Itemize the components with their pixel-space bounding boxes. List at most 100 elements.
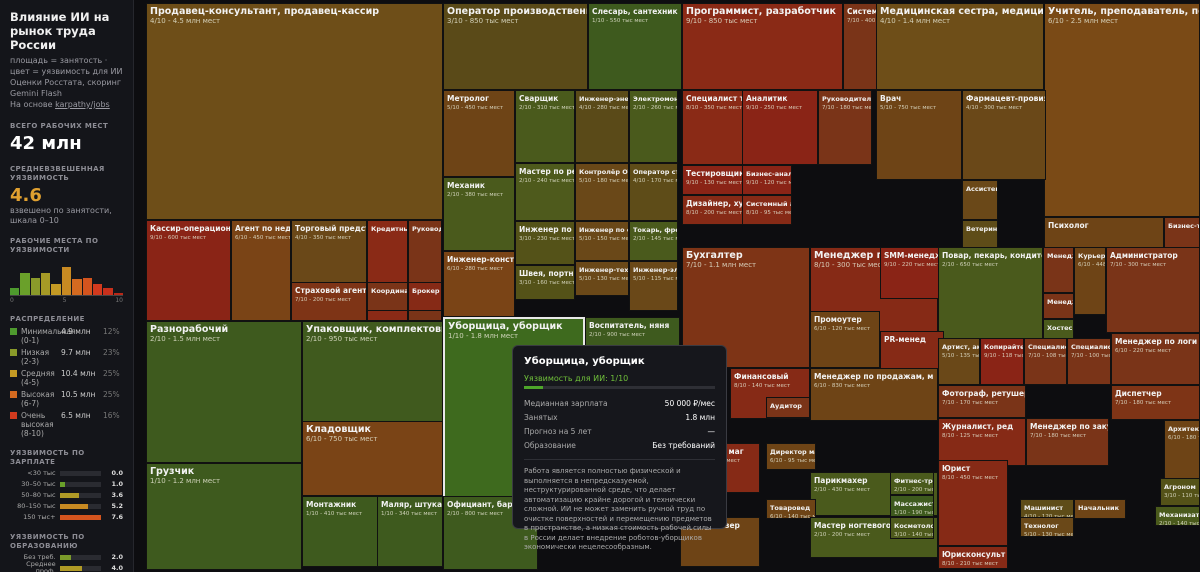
treemap-cell-subtitle: 8/10 - 95 тыс мест xyxy=(746,210,792,216)
treemap-cell[interactable]: Аналитик 9/10 - 250 тыс мест xyxy=(742,90,818,165)
treemap-cell[interactable]: Кладовщик 6/10 - 750 тыс мест xyxy=(302,421,443,496)
treemap-cell[interactable]: Специалист 7/10 - 108 тыс мест xyxy=(1024,338,1067,385)
treemap-cell-title: Кладовщик xyxy=(306,424,371,435)
treemap-cell[interactable]: Фармацевт-провизор 4/10 - 300 тыс мест xyxy=(962,90,1046,180)
treemap-cell[interactable]: Бухгалтер 7/10 - 1.1 млн мест xyxy=(682,247,810,368)
treemap-cell-title: Ассистент xyxy=(966,185,997,193)
weighted-score-value: 4.6 xyxy=(10,184,42,206)
treemap-cell-title: Продавец-консультант, продавец-кассир xyxy=(150,6,380,17)
treemap-cell[interactable]: Промоутер 6/10 - 120 тыс мест xyxy=(810,311,880,368)
treemap-cell[interactable]: Юрисконсульт 8/10 - 210 тыс мест xyxy=(938,546,1008,569)
treemap-cell[interactable]: Продавец-консультант, продавец-кассир 4/1… xyxy=(146,3,443,220)
treemap-cell[interactable]: Менеджер xyxy=(1043,247,1074,293)
treemap-cell[interactable]: Менеджер xyxy=(1043,293,1074,319)
distribution-label: Средняя (4-5) xyxy=(21,368,55,387)
treemap-cell[interactable]: Программист, разработчик 9/10 - 850 тыс м… xyxy=(682,3,843,90)
treemap-cell[interactable]: Артист, актер 5/10 - 135 тыс мест xyxy=(938,338,980,385)
treemap-cell[interactable]: Инженер-конструк 6/10 - 280 тыс мест xyxy=(443,251,515,317)
treemap-cell-title: Машинист xyxy=(1024,504,1063,512)
treemap-cell[interactable]: Инженер-энергет 4/10 - 280 тыс мест xyxy=(575,90,629,163)
treemap-cell[interactable]: Инженер-элек 5/10 - 115 тыс мест xyxy=(629,261,678,311)
treemap-cell-title: Менеджер по логи xyxy=(1115,337,1198,346)
treemap-cell[interactable]: Ассистент xyxy=(962,180,998,220)
treemap-cell[interactable]: Менеджер по закуп 7/10 - 180 тыс мест xyxy=(1026,418,1109,466)
treemap-cell[interactable]: Агент по недвижим 6/10 - 450 тыс мест xyxy=(231,220,291,321)
treemap-cell-subtitle: 6/10 - 220 тыс мест xyxy=(1115,348,1172,354)
treemap-cell[interactable]: Машинист4/10 - 120 тыс мест xyxy=(1020,499,1074,519)
treemap-cell[interactable]: Архитектор 6/10 - 180 тыс мест xyxy=(1164,420,1200,480)
treemap-cell[interactable]: SMM-менеджер, ко 9/10 - 220 тыс мест xyxy=(880,247,944,299)
treemap-cell[interactable]: Журналист, ред 8/10 - 125 тыс мест xyxy=(938,418,1026,466)
treemap-cell[interactable]: Агроном 3/10 - 110 тыс мест xyxy=(1160,478,1200,506)
treemap-cell[interactable]: Мастер по ремонту 2/10 - 240 тыс мест xyxy=(515,163,575,221)
treemap-cell[interactable]: Оператор производственной линии3/10 - 85… xyxy=(443,3,588,90)
treemap-cell[interactable]: Руководитель про 7/10 - 180 тыс мест xyxy=(818,90,872,165)
treemap-cell[interactable]: Менеджер по логи 6/10 - 220 тыс мест xyxy=(1111,333,1200,385)
treemap-cell[interactable]: Массажист 1/10 - 190 тыс мест xyxy=(890,495,934,517)
treemap-cell[interactable]: Курьер 6/10 - 448 тыс мест xyxy=(1074,247,1106,315)
treemap-cell[interactable]: Механик 2/10 - 380 тыс мест xyxy=(443,177,515,251)
treemap-cell[interactable]: Дизайнер, художн 8/10 - 200 тыс мест xyxy=(682,195,743,225)
treemap-cell[interactable]: Специалист технич 8/10 - 350 тыс мест xyxy=(682,90,743,165)
treemap-cell[interactable]: Разнорабочий 2/10 - 1.5 млн мест xyxy=(146,321,302,463)
treemap-cell[interactable]: Менеджер по продажам, м 6/10 - 830 тыс ме… xyxy=(810,368,938,421)
treemap-cell-subtitle: 7/10 - 108 тыс мест xyxy=(1028,353,1066,359)
treemap-cell[interactable]: Оператор стан 4/10 - 170 тыс мест xyxy=(629,163,678,221)
treemap-cell[interactable]: Механизатор 2/10 - 140 тыс мест xyxy=(1155,506,1200,526)
treemap-cell[interactable]: Системный ан 8/10 - 95 тыс мест xyxy=(742,195,792,225)
tooltip-row-salary: Медианная зарплата 50 000 ₽/мес xyxy=(524,399,715,408)
treemap-cell[interactable]: Юрист 8/10 - 450 тыс мест xyxy=(938,460,1008,546)
treemap-cell[interactable]: Бизнес-аналит 9/10 - 120 тыс мест xyxy=(742,165,792,195)
treemap-cell[interactable]: Инженер по эксплу 3/10 - 230 тыс мест xyxy=(515,221,575,265)
treemap-cell[interactable]: Диспетчер 7/10 - 180 тыс мест xyxy=(1111,385,1200,420)
treemap-cell-title: Специалист по xyxy=(1071,343,1111,351)
treemap-cell[interactable]: Инженер-тех 5/10 - 130 тыс мест xyxy=(575,261,629,296)
treemap-cell[interactable]: Технолог 5/10 - 130 тыс мест xyxy=(1020,517,1074,537)
treemap-cell[interactable]: Косметолог 3/10 - 140 тыс мест xyxy=(890,517,934,539)
treemap-cell[interactable]: Врач 5/10 - 750 тыс мест xyxy=(876,90,962,180)
tooltip-row-education: Образование Без требований xyxy=(524,441,715,450)
treemap-cell[interactable]: Администратор 7/10 - 300 тыс мест xyxy=(1106,247,1200,333)
treemap-cell[interactable]: Электромонтаж 2/10 - 260 тыс мест xyxy=(629,90,678,163)
treemap-cell[interactable]: Сварщик 2/10 - 310 тыс мест xyxy=(515,90,575,163)
treemap-cell[interactable]: Товаровед 6/10 - 140 тыс мест xyxy=(766,499,816,519)
treemap-cell[interactable]: Фитнес-тренер 2/10 - 200 тыс мест xyxy=(890,472,934,495)
treemap-cell[interactable]: Кассир-операционист 9/10 - 600 тыс мест xyxy=(146,220,231,321)
treemap-cell-title: Архитектор xyxy=(1168,425,1200,433)
treemap-cell[interactable]: Метролог 5/10 - 450 тыс мест xyxy=(443,90,515,177)
treemap-cell[interactable]: Контролёр ОТК 5/10 - 180 тыс мест xyxy=(575,163,629,221)
treemap-cell-subtitle: 1/10 - 550 тыс мест xyxy=(592,18,649,24)
treemap-cell[interactable]: Фотограф, ретушер 7/10 - 170 тыс мест xyxy=(938,385,1026,418)
treemap-cell[interactable]: Маляр, штукатур 1/10 - 340 тыс мест xyxy=(377,496,443,567)
treemap-cell[interactable]: Ветеринар xyxy=(962,220,998,250)
treemap-cell[interactable]: Тестировщик 9/10 - 130 тыс мест xyxy=(682,165,743,195)
treemap-cell[interactable]: Медицинская сестра, медицинский брат4/10… xyxy=(876,3,1044,90)
treemap-cell[interactable]: Психолог xyxy=(1044,217,1164,249)
salary-bar-row: 80–150 тыс 5.2 xyxy=(10,502,123,511)
treemap-cell[interactable]: Инженер по охр 5/10 - 150 тыс мест xyxy=(575,221,629,261)
treemap-cell[interactable]: Бизнес-трен xyxy=(1164,217,1200,249)
treemap-cell[interactable]: Начальник xyxy=(1074,499,1126,519)
treemap-cell-title: Официант, барм xyxy=(447,500,519,509)
bar-label: 30–50 тыс xyxy=(21,479,56,488)
treemap-cell[interactable]: Токарь, фрезер 2/10 - 145 тыс мест xyxy=(629,221,678,261)
karpathy-jobs-link[interactable]: karpathy/jobs xyxy=(55,100,110,109)
treemap-cell[interactable]: Копирайтер 9/10 - 118 тыс мест xyxy=(980,338,1024,385)
treemap-cell-title: Метролог xyxy=(447,94,489,103)
treemap-cell[interactable]: Брокер xyxy=(408,282,442,311)
treemap-cell[interactable]: Грузчик 1/10 - 1.2 млн мест xyxy=(146,463,302,570)
treemap-cell-title: Системный ан xyxy=(746,200,791,208)
treemap-cell[interactable]: Специалист по 7/10 - 100 тыс мест xyxy=(1067,338,1111,385)
treemap-cell[interactable]: Повар, пекарь, кондитер 2/10 - 650 тыс ме… xyxy=(938,247,1043,348)
treemap-cell-subtitle: 4/10 - 4.5 млн мест xyxy=(150,17,221,25)
treemap-cell[interactable]: Слесарь, сантехник 1/10 - 550 тыс мест xyxy=(588,3,682,90)
treemap-cell[interactable]: Аудитор xyxy=(766,397,810,418)
treemap-cell[interactable]: Учитель, преподаватель, педагог6/10 - 2.… xyxy=(1044,3,1200,217)
treemap-cell[interactable]: Швея, портной, заг 3/10 - 160 тыс мест xyxy=(515,265,575,300)
treemap-cell[interactable]: Координато xyxy=(367,282,408,311)
treemap-cell-subtitle: 5/10 - 180 тыс мест xyxy=(579,178,629,184)
treemap-cell[interactable]: Страховой агент 7/10 - 200 тыс мест xyxy=(291,282,367,321)
treemap-cell[interactable]: Директор ма 6/10 - 95 тыс мест xyxy=(766,443,816,470)
treemap-cell-subtitle: 2/10 - 260 тыс мест xyxy=(633,105,677,111)
treemap-cell-title: Парикмахер xyxy=(814,476,868,485)
